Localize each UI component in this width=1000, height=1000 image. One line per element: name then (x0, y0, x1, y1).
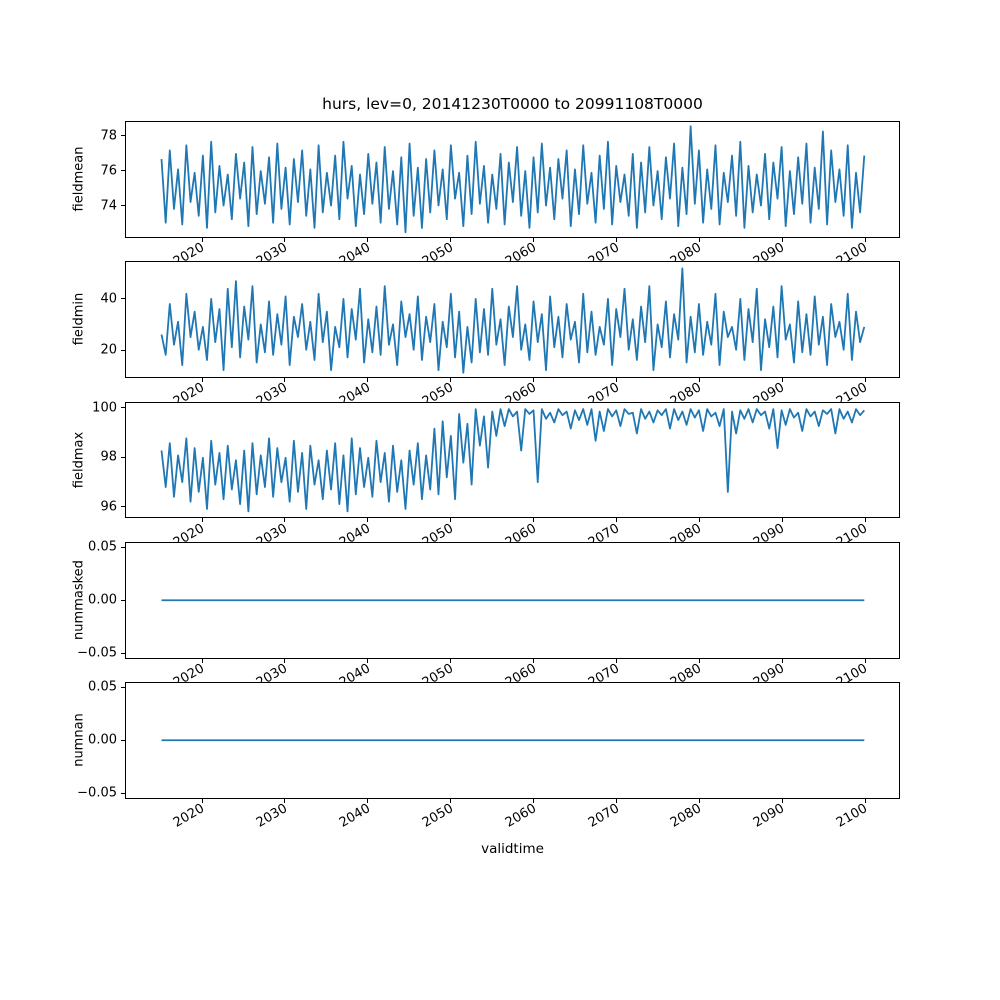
x-tick (201, 518, 203, 522)
line-series-numnan (161, 739, 865, 742)
x-tick (367, 237, 369, 242)
x-tick (367, 658, 369, 663)
y-tick (121, 652, 125, 654)
line-series-fieldmax (160, 407, 865, 512)
y-tick-label: 0.00 (88, 592, 117, 608)
x-tick (864, 237, 866, 242)
x-tick (450, 798, 452, 803)
x-tick (201, 658, 203, 663)
y-tick-label: −0.05 (77, 645, 117, 661)
y-axis-label-numnan: numnan (71, 713, 87, 767)
x-tick (864, 798, 866, 803)
x-tick (698, 658, 700, 663)
line-series-fieldmin (160, 267, 866, 374)
x-tick (284, 518, 286, 522)
x-tick (698, 798, 700, 803)
axes-fieldmax (125, 401, 900, 518)
y-tick (121, 599, 125, 601)
x-tick (201, 798, 203, 803)
x-tick (284, 237, 286, 242)
subplot-nummasked: nummasked −0.05 0.00 0.05 2020 2030 2040 2050 2… (72, 540, 900, 691)
y-tick-label: 0.05 (88, 679, 117, 695)
y-tick-label: 100 (92, 400, 117, 416)
x-tick (698, 377, 700, 382)
x-tick (533, 658, 535, 663)
y-tick (121, 349, 125, 351)
y-tick (121, 739, 125, 741)
x-tick (201, 377, 203, 382)
line-series-nummasked (161, 599, 865, 602)
x-tick (284, 798, 286, 803)
x-tick (864, 518, 866, 522)
x-tick (781, 798, 783, 803)
y-tick (121, 546, 125, 548)
x-tick (781, 658, 783, 663)
y-tick (121, 298, 125, 300)
y-axis-label-nummasked: nummasked (71, 560, 87, 640)
y-tick (121, 686, 125, 688)
subplot-fieldmin: fieldmin 20 40 2020 2030 2040 2050 2060 2070 208… (72, 261, 900, 410)
x-tick (284, 377, 286, 382)
y-tick-label: 0.00 (88, 732, 117, 748)
subplot-numnan: numnan −0.05 0.00 0.05 2020 2030 2040 2050 2060… (72, 680, 900, 831)
y-axis-label-fieldmax: fieldmax (71, 431, 87, 488)
x-tick (367, 518, 369, 522)
x-tick (616, 518, 618, 522)
x-tick (450, 377, 452, 382)
y-tick-label: 96 (100, 499, 117, 515)
x-tick (201, 237, 203, 242)
y-tick-label: 76 (100, 163, 117, 179)
y-tick (121, 135, 125, 137)
y-axis-label-fieldmin: fieldmin (71, 292, 87, 346)
axes-nummasked (125, 542, 900, 659)
subplot-fieldmean: fieldmean 74 76 78 2020 2030 2040 2050 2060 2070… (72, 121, 900, 270)
y-tick-label: −0.05 (77, 785, 117, 801)
y-tick-label: 40 (100, 291, 117, 307)
y-axis-label-fieldmean: fieldmean (71, 146, 87, 212)
x-tick (864, 658, 866, 663)
y-tick (121, 506, 125, 508)
x-tick (616, 377, 618, 382)
y-tick-label: 20 (100, 342, 117, 358)
y-tick (121, 456, 125, 458)
x-tick (616, 658, 618, 663)
y-tick-label: 74 (100, 198, 117, 214)
x-tick (450, 518, 452, 522)
x-tick (533, 377, 535, 382)
axes-fieldmin (125, 261, 900, 378)
axes-fieldmean (125, 121, 900, 238)
x-tick (698, 518, 700, 522)
y-tick-label: 98 (100, 449, 117, 465)
y-tick-label: 0.05 (88, 539, 117, 555)
x-tick (864, 377, 866, 382)
line-series-fieldmean (160, 125, 866, 234)
x-tick (367, 377, 369, 382)
x-tick (698, 237, 700, 242)
x-tick (450, 237, 452, 242)
x-tick (533, 237, 535, 242)
x-tick (781, 518, 783, 522)
x-tick (781, 237, 783, 242)
subplot-fieldmax: fieldmax 96 98 100 2020 2030 2040 2050 2060 2070… (72, 400, 900, 550)
x-tick (781, 377, 783, 382)
x-tick (533, 518, 535, 522)
x-tick (367, 798, 369, 803)
axes-numnan (125, 682, 900, 799)
x-tick (533, 798, 535, 803)
chart-title: hurs, lev=0, 20141230T0000 to 20991108T0… (322, 95, 703, 113)
x-tick (450, 658, 452, 663)
y-tick (121, 205, 125, 207)
x-axis-label: validtime (481, 841, 544, 857)
x-tick (616, 798, 618, 803)
y-tick-label: 78 (100, 128, 117, 144)
x-tick (284, 658, 286, 663)
y-tick (121, 407, 125, 409)
x-tick (616, 237, 618, 242)
y-tick (121, 792, 125, 794)
y-tick (121, 170, 125, 172)
